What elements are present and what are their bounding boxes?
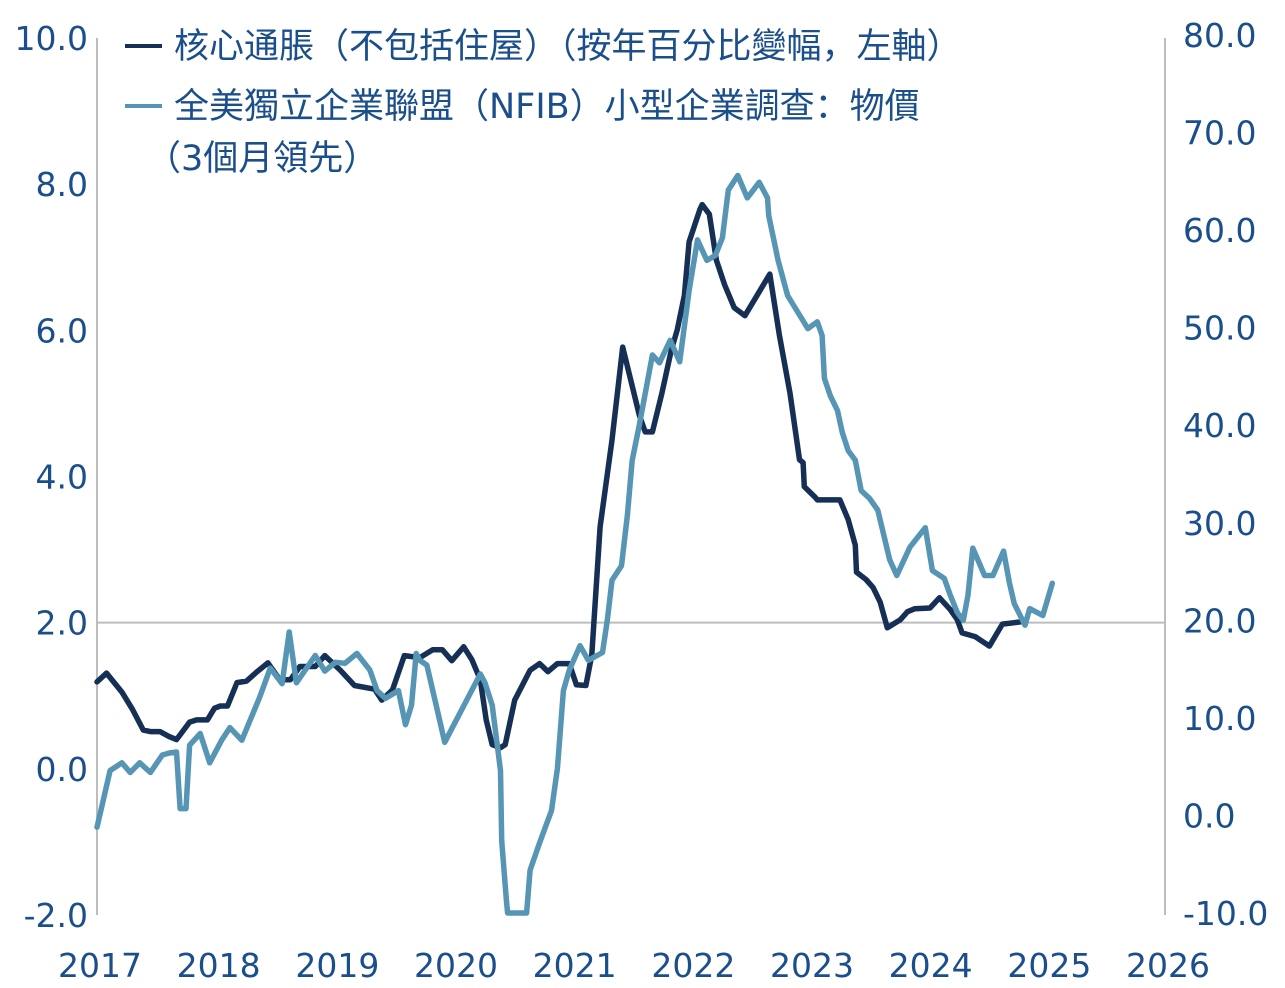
x-tick-label: 2023 [770, 946, 854, 985]
x-tick-label: 2018 [177, 946, 261, 985]
left-tick-label: 8.0 [36, 165, 88, 204]
legend: 核心通脹（不包括住屋）（按年百分比變幅，左軸） 全美獨立企業聯盟（NFIB）小型… [125, 27, 962, 179]
left-tick-label: 2.0 [36, 604, 88, 643]
left-tick-label: 0.0 [36, 750, 88, 789]
legend-label-nfib: 全美獨立企業聯盟（NFIB）小型企業調查：物價 [174, 87, 920, 127]
x-tick-label: 2021 [533, 946, 617, 985]
right-tick-label: 10.0 [1183, 699, 1256, 738]
right-tick-label: -10.0 [1183, 894, 1268, 933]
x-tick-label: 2022 [651, 946, 735, 985]
left-tick-label: 6.0 [36, 311, 88, 350]
right-axis-ticks: -10.0 0.0 10.0 20.0 30.0 40.0 50.0 60.0 70.0 80.0 [1183, 16, 1268, 933]
x-axis-ticks: 2017 2018 2019 2020 2021 2022 2023 2024 2025 2026 [58, 946, 1210, 985]
x-tick-label: 2024 [889, 946, 973, 985]
right-tick-label: 70.0 [1183, 114, 1256, 153]
right-tick-label: 0.0 [1183, 796, 1235, 835]
legend-label-nfib-line2: （3個月領先） [146, 139, 378, 179]
legend-label-core-inflation: 核心通脹（不包括住屋）（按年百分比變幅，左軸） [174, 27, 962, 67]
x-tick-label: 2019 [295, 946, 379, 985]
left-axis-ticks: -2.0 0.0 2.0 4.0 6.0 8.0 10.0 [15, 19, 88, 935]
right-tick-label: 40.0 [1183, 406, 1256, 445]
right-tick-label: 50.0 [1183, 309, 1256, 348]
series-group [94, 172, 1056, 916]
left-tick-label: 10.0 [15, 19, 88, 58]
left-tick-label: 4.0 [36, 458, 88, 497]
series-line-nfib_prices [94, 172, 1056, 916]
series-line-core_inflation [94, 201, 1023, 751]
x-tick-label: 2026 [1126, 946, 1210, 985]
right-tick-label: 80.0 [1183, 16, 1256, 55]
left-tick-label: -2.0 [24, 896, 88, 935]
x-tick-label: 2025 [1007, 946, 1091, 985]
right-tick-label: 20.0 [1183, 601, 1256, 640]
x-tick-label: 2020 [414, 946, 498, 985]
x-tick-label: 2017 [58, 946, 142, 985]
right-tick-label: 60.0 [1183, 211, 1256, 250]
right-tick-label: 30.0 [1183, 504, 1256, 543]
